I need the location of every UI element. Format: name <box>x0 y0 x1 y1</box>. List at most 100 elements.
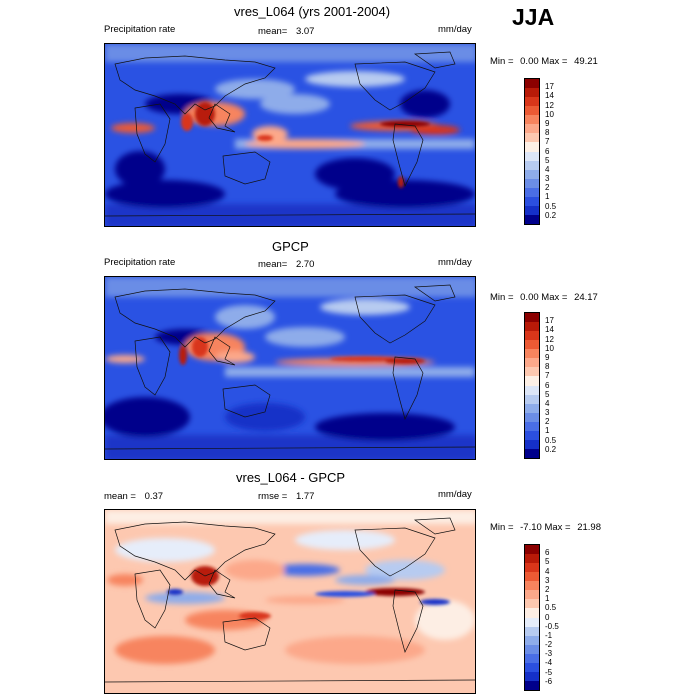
colorbar-swatch <box>525 358 539 368</box>
colorbar-swatch <box>525 554 539 564</box>
colorbar-swatch <box>525 88 539 98</box>
colorbar-swatch <box>525 385 539 395</box>
colorbar-swatch <box>525 169 539 179</box>
coastlines <box>105 284 475 450</box>
colorbar-tick-label: 17 <box>545 82 554 92</box>
precip-map-model <box>104 43 476 227</box>
colorbar-tick-label: 6 <box>545 380 550 390</box>
colorbar-swatch <box>525 581 539 591</box>
max-label: Max = <box>541 56 568 67</box>
colorbar-tick-label: 17 <box>545 316 554 326</box>
colorbar-swatch <box>525 106 539 116</box>
colorbar-tick-label: 2 <box>545 584 550 594</box>
colorbar-tick-label: 0 <box>545 612 550 622</box>
units-label: mm/day <box>438 489 472 500</box>
colorbar <box>524 78 540 225</box>
colorbar-tick-label: 0.5 <box>545 603 557 613</box>
colorbar-swatch <box>525 599 539 609</box>
precip-diff-map <box>104 509 476 694</box>
colorbar-swatch <box>525 142 539 152</box>
colorbar-swatch <box>525 340 539 350</box>
panel-title: GPCP <box>272 239 309 254</box>
mean-label: mean= <box>258 259 288 270</box>
colorbar-tick-label: 2 <box>545 417 550 427</box>
variable-label: Precipitation rate <box>104 24 176 35</box>
colorbar-swatch <box>525 644 539 654</box>
colorbar-tick-label: 1 <box>545 426 550 436</box>
min-label: Min = <box>490 522 514 533</box>
colorbar-swatch <box>525 349 539 359</box>
colorbar-tick-label: -2 <box>545 640 553 650</box>
colorbar-swatch <box>525 313 539 323</box>
colorbar-tick-label: 10 <box>545 343 554 353</box>
colorbar-tick-label: -5 <box>545 667 553 677</box>
colorbar-tick-label: 4 <box>545 398 550 408</box>
colorbar-swatch <box>525 617 539 627</box>
min-value: 0.00 <box>520 56 539 67</box>
colorbar-tick-label: 5 <box>545 557 550 567</box>
colorbar-swatch <box>525 545 539 555</box>
colorbar-tick-label: 3 <box>545 408 550 418</box>
coastlines <box>105 51 475 217</box>
colorbar-labels: 17 14 12 10 9 8 7 6 5 4 3 2 1 0.5 0.2 <box>545 312 585 459</box>
colorbar-swatch <box>525 376 539 386</box>
min-value: -7.10 <box>520 522 542 533</box>
colorbar-swatch <box>525 133 539 143</box>
variable-label: Precipitation rate <box>104 257 176 268</box>
panel-title: vres_L064 - GPCP <box>236 470 346 485</box>
colorbar-swatch <box>525 115 539 125</box>
colorbar-swatch <box>525 608 539 618</box>
colorbar-tick-label: 8 <box>545 362 550 372</box>
mean-value: 3.07 <box>295 26 315 37</box>
mean-label: mean = <box>104 491 136 502</box>
max-label: Max = <box>541 292 568 303</box>
colorbar-tick-label: 8 <box>545 128 550 138</box>
colorbar-tick-label: 4 <box>545 566 550 576</box>
max-value: 49.21 <box>574 56 598 67</box>
colorbar <box>524 544 540 691</box>
colorbar-swatch <box>525 635 539 645</box>
colorbar-swatch <box>525 79 539 89</box>
mean-label: mean= <box>258 26 288 37</box>
rmse-label: rmse = <box>258 491 288 502</box>
colorbar-swatch <box>525 367 539 377</box>
colorbar <box>524 312 540 459</box>
colorbar-swatch <box>525 97 539 107</box>
colorbar-tick-label: 0.2 <box>545 210 557 220</box>
colorbar-swatch <box>525 421 539 431</box>
colorbar-tick-label: 9 <box>545 352 550 362</box>
colorbar-swatch <box>525 439 539 449</box>
colorbar-tick-label: 6 <box>545 146 550 156</box>
colorbar-swatch <box>525 178 539 188</box>
colorbar-tick-label: 14 <box>545 325 554 335</box>
colorbar-labels: 17 14 12 10 9 8 7 6 5 4 3 2 1 0.5 0.2 <box>545 78 585 225</box>
colorbar-tick-label: 5 <box>545 155 550 165</box>
colorbar-tick-label: -6 <box>545 676 553 686</box>
mean-value: 0.37 <box>144 491 164 502</box>
units-label: mm/day <box>438 24 472 35</box>
colorbar-swatch <box>525 394 539 404</box>
colorbar-swatch <box>525 448 539 458</box>
colorbar-swatch <box>525 187 539 197</box>
units-label: mm/day <box>438 257 472 268</box>
colorbar-tick-label: -4 <box>545 658 553 668</box>
colorbar-swatch <box>525 563 539 573</box>
colorbar-swatch <box>525 430 539 440</box>
panel-title: vres_L064 (yrs 2001-2004) <box>234 4 391 19</box>
colorbar-tick-label: 9 <box>545 118 550 128</box>
season-label: JJA <box>512 4 555 30</box>
max-value: 21.98 <box>577 522 601 533</box>
min-label: Min = <box>490 292 514 303</box>
colorbar-tick-label: 3 <box>545 174 550 184</box>
colorbar-tick-label: 12 <box>545 334 554 344</box>
colorbar-tick-label: 1 <box>545 192 550 202</box>
colorbar-swatch <box>525 626 539 636</box>
colorbar-tick-label: 7 <box>545 137 550 147</box>
colorbar-tick-label: 10 <box>545 109 554 119</box>
colorbar-tick-label: 14 <box>545 91 554 101</box>
rmse-value: 1.77 <box>295 491 315 502</box>
colorbar-tick-label: 6 <box>545 548 550 558</box>
colorbar-tick-label: 7 <box>545 371 550 381</box>
colorbar-swatch <box>525 662 539 672</box>
colorbar-tick-label: 3 <box>545 575 550 585</box>
